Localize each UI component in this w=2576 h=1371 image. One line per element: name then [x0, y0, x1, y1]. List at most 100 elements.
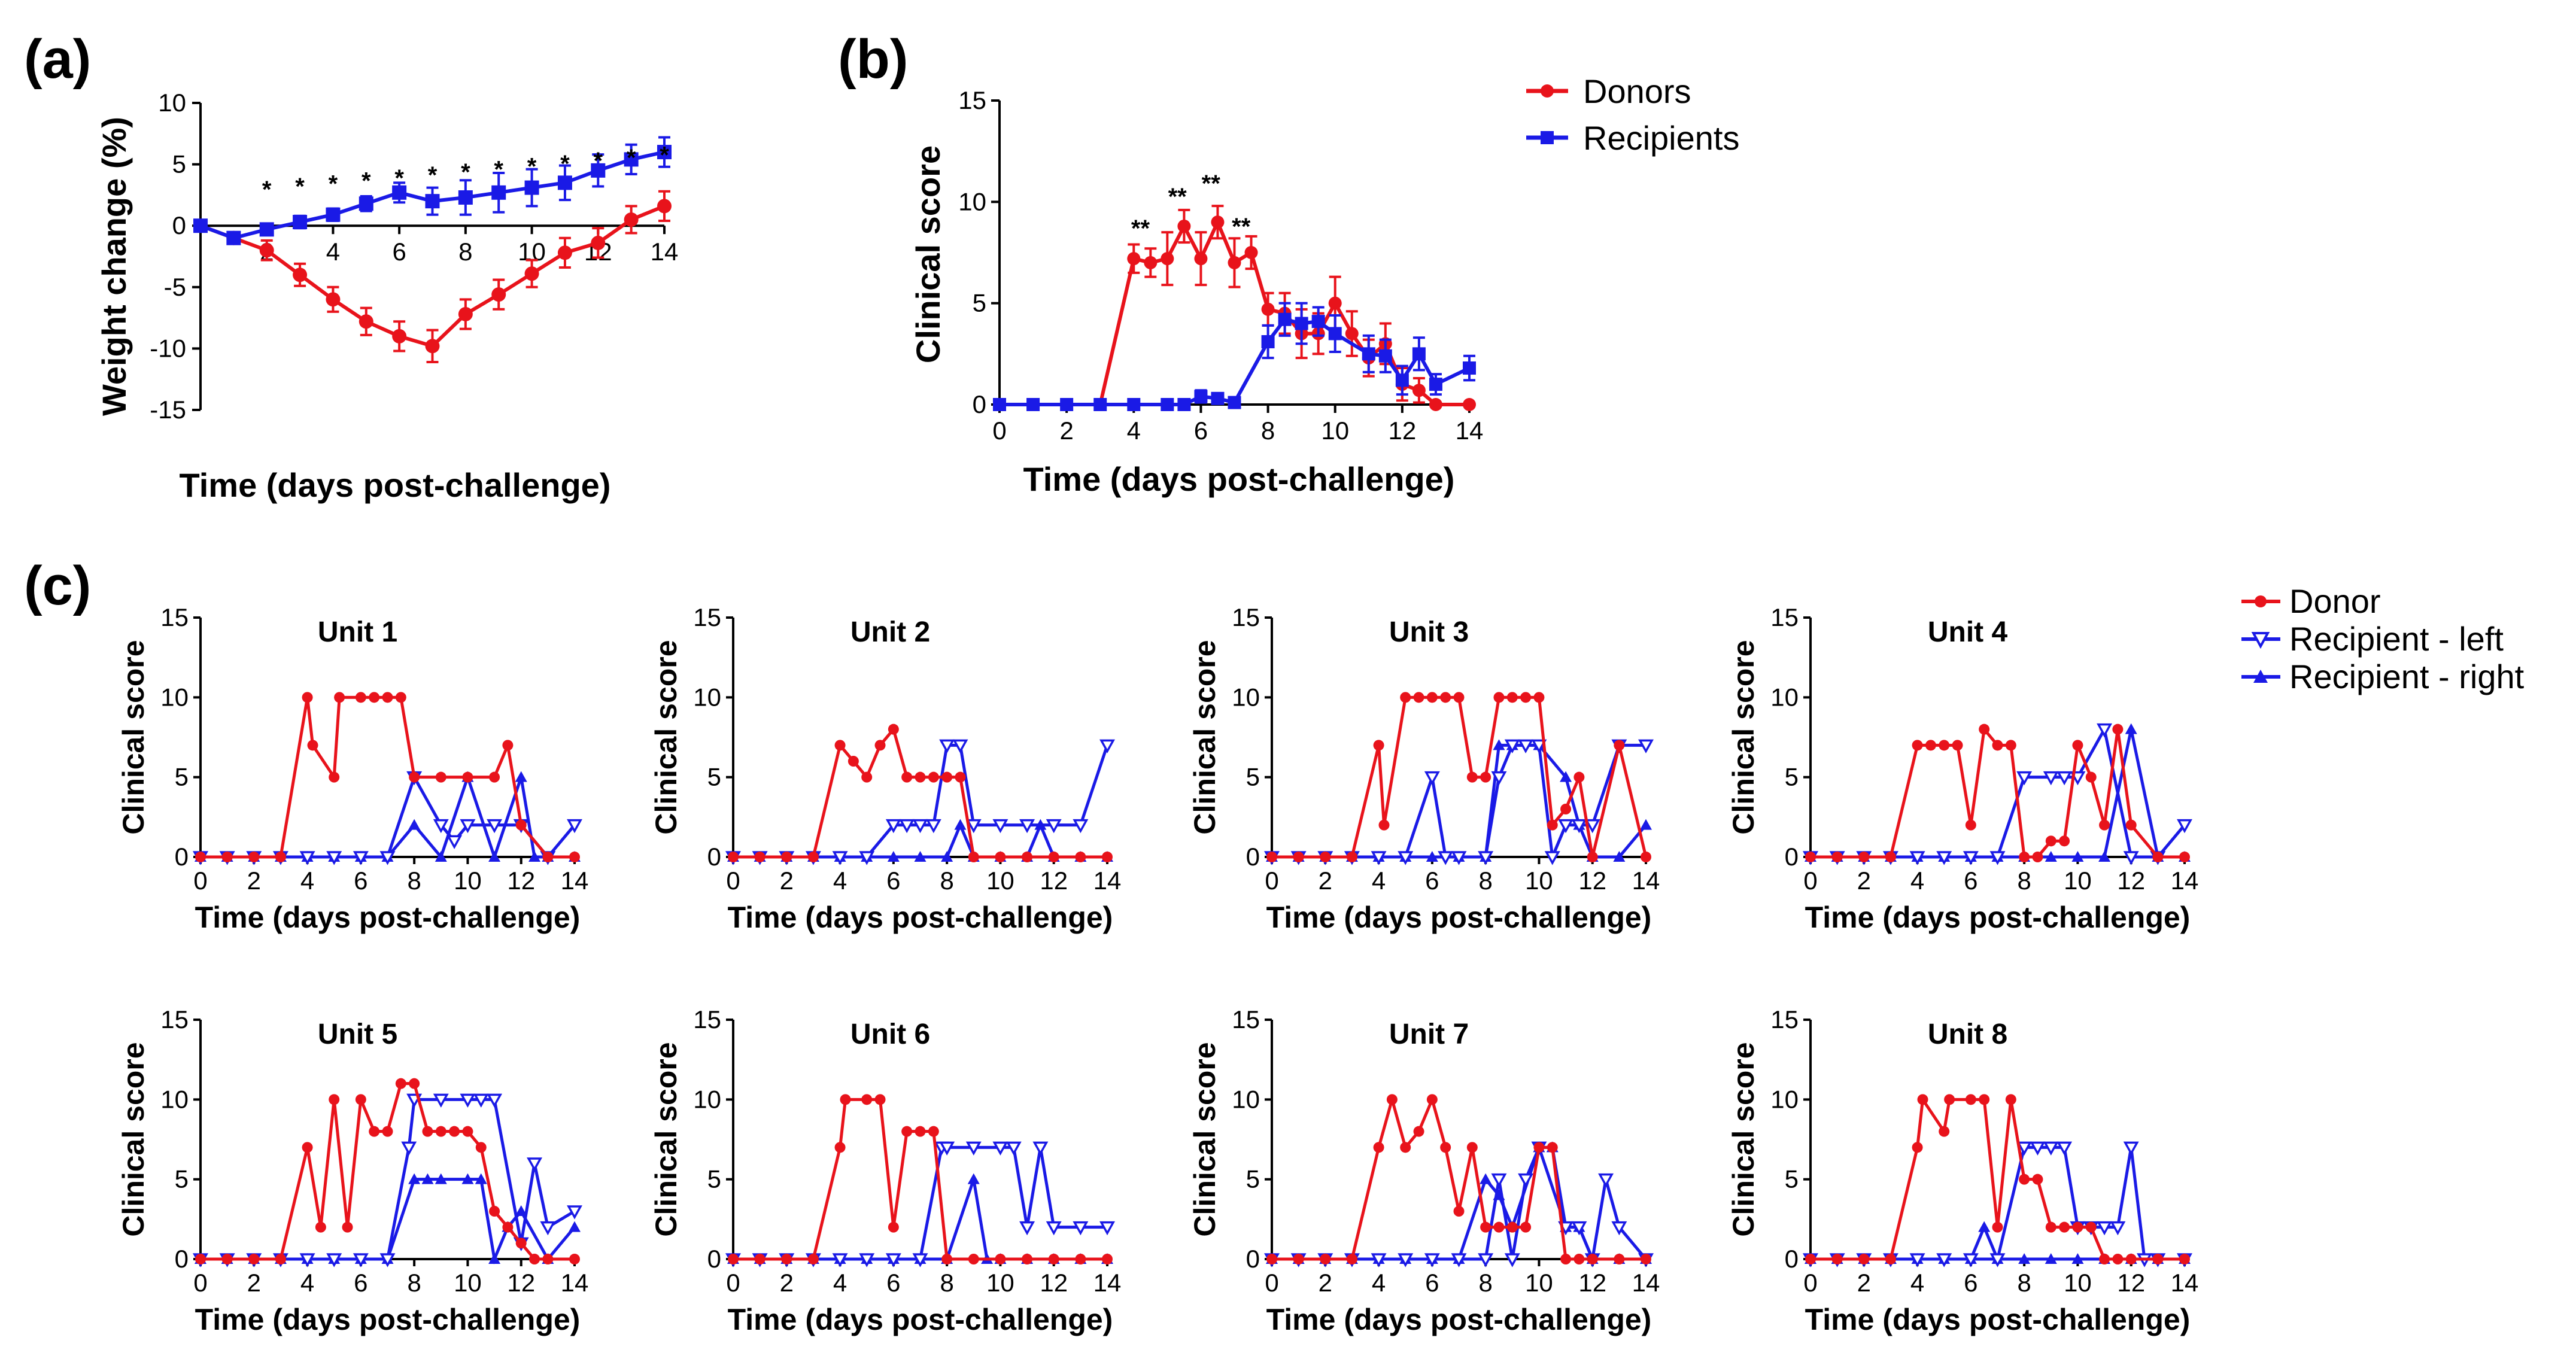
panel-b-point-recipients	[1362, 347, 1375, 361]
unit-donor-point	[315, 1221, 326, 1233]
unit-left-point	[885, 1253, 901, 1267]
unit-donor-point	[2125, 819, 2137, 831]
unit-y-tick-label: 5	[175, 763, 189, 791]
panel-a-y-tick-label: 5	[172, 150, 186, 178]
unit-donor-point	[941, 1254, 953, 1264]
panel-b-y-tick-label: 0	[973, 390, 986, 418]
panel-b-x-tick-label: 4	[1127, 417, 1141, 445]
unit-left-point	[1398, 851, 1414, 865]
unit-donor-point	[781, 1254, 792, 1264]
unit-donor-point	[1466, 1142, 1478, 1153]
unit-donor-point	[1560, 1254, 1572, 1264]
unit-donor-point	[968, 1254, 979, 1264]
unit-donor-point	[1520, 692, 1532, 703]
unit-left-point	[1989, 1253, 2006, 1267]
unit-donor-point	[2032, 1174, 2043, 1185]
unit-donor-point	[2112, 724, 2124, 735]
unit-x-tick-label: 14	[561, 867, 589, 895]
unit-donor-point	[1858, 1254, 1870, 1264]
unit-right-point	[954, 819, 967, 830]
panel-b-x-tick-label: 10	[1321, 417, 1349, 445]
unit-left-line	[1272, 1143, 1647, 1264]
unit-y-tick-label: 10	[1770, 1085, 1799, 1113]
unit-donor-point	[1373, 1142, 1384, 1153]
unit-donor-point	[1547, 819, 1558, 831]
unit-donor-point	[1266, 852, 1277, 862]
unit-left-point	[2056, 1141, 2073, 1156]
panel-a-point-donors	[557, 245, 572, 260]
unit-y-tick-label: 15	[160, 1005, 189, 1033]
unit-right-point	[1560, 771, 1572, 782]
unit-left-point	[2123, 1141, 2139, 1156]
panel-b-point-donors	[1211, 215, 1225, 229]
unit-donor-point	[1965, 1094, 1976, 1105]
unit-donor-point	[1939, 740, 1950, 751]
unit-y-tick-label: 0	[707, 843, 721, 871]
unit-left-point	[832, 1253, 848, 1267]
unit-donor-point	[928, 1126, 939, 1137]
panel-b-point-recipients	[1261, 335, 1275, 349]
unit-left-point	[952, 739, 968, 753]
unit-donor-point	[1493, 692, 1505, 703]
unit-left-point	[912, 819, 928, 834]
unit-right-point	[941, 851, 953, 862]
unit-donor-point	[395, 692, 406, 703]
legend-donor-label: Donor	[2289, 582, 2381, 620]
unit-y-tick-label: 0	[1246, 843, 1260, 871]
unit-donor-point	[1400, 1142, 1411, 1153]
unit-donor-point	[874, 1094, 886, 1105]
unit-donor-point	[1944, 1094, 1955, 1105]
unit-left-point	[1371, 1253, 1387, 1267]
panel-a-y-tick-label: 10	[158, 89, 186, 117]
unit-y-tick-label: 0	[1785, 843, 1799, 871]
unit-donor-point	[1965, 819, 1976, 831]
unit-y-label: Clinical score	[117, 640, 150, 834]
unit-right-point	[528, 851, 541, 862]
unit-right-point	[1613, 851, 1626, 862]
unit-y-tick-label: 0	[1785, 1245, 1799, 1273]
unit-title: Unit 5	[318, 1019, 397, 1050]
unit-left-point	[992, 819, 1008, 834]
unit-left-point	[939, 1141, 955, 1156]
unit-x-tick-label: 6	[1964, 867, 1977, 895]
unit-y-tick-label: 10	[1232, 683, 1260, 711]
panel-a-significance-star: *	[394, 165, 404, 191]
panel-a-point-donors	[259, 243, 274, 258]
unit-donor-point	[489, 771, 500, 783]
unit-donor-point	[2099, 1254, 2110, 1264]
unit-left-point	[1531, 739, 1547, 753]
panel-b-point-donors	[1144, 256, 1158, 269]
unit-donor-point	[1831, 852, 1843, 862]
unit-donor-point	[1533, 692, 1545, 703]
panel-a-point-recipients	[591, 163, 606, 178]
unit-left-point	[1936, 851, 1952, 865]
unit-donor-point	[1992, 740, 2003, 751]
unit-donor-point	[1939, 1126, 1950, 1137]
unit-donor-point	[1885, 1254, 1896, 1264]
unit-donor-point	[2125, 1254, 2137, 1264]
unit-y-tick-label: 15	[1770, 603, 1799, 631]
unit-x-tick-label: 0	[726, 1269, 740, 1297]
unit-left-point	[1571, 819, 1587, 834]
unit-x-tick-label: 6	[886, 1269, 900, 1297]
unit-x-tick-label: 14	[2171, 867, 2199, 895]
unit-left-point	[353, 1253, 369, 1267]
unit-left-point	[2097, 1221, 2113, 1236]
unit-donor-point	[342, 1221, 353, 1233]
unit-donor-point	[2152, 852, 2164, 862]
panel-b-point-donors	[1194, 252, 1208, 266]
panel-a-point-recipients	[491, 185, 506, 200]
panel-a-point-recipients	[458, 190, 473, 205]
unit-donor-point	[1346, 852, 1357, 862]
unit-right-point	[1978, 1221, 1991, 1232]
unit-donor-point	[1831, 1254, 1843, 1264]
panel-a-significance-star: *	[660, 142, 669, 168]
unit-y-tick-label: 5	[1785, 1165, 1799, 1193]
unit-donor-point	[2059, 1221, 2070, 1233]
unit-left-point	[2043, 771, 2059, 786]
panel-b-label: (b)	[838, 29, 908, 90]
unit-donor-point	[302, 1142, 313, 1153]
unit-x-tick-label: 2	[1319, 867, 1332, 895]
unit-donor-line	[733, 1098, 1107, 1261]
unit-donor-point	[195, 852, 206, 862]
